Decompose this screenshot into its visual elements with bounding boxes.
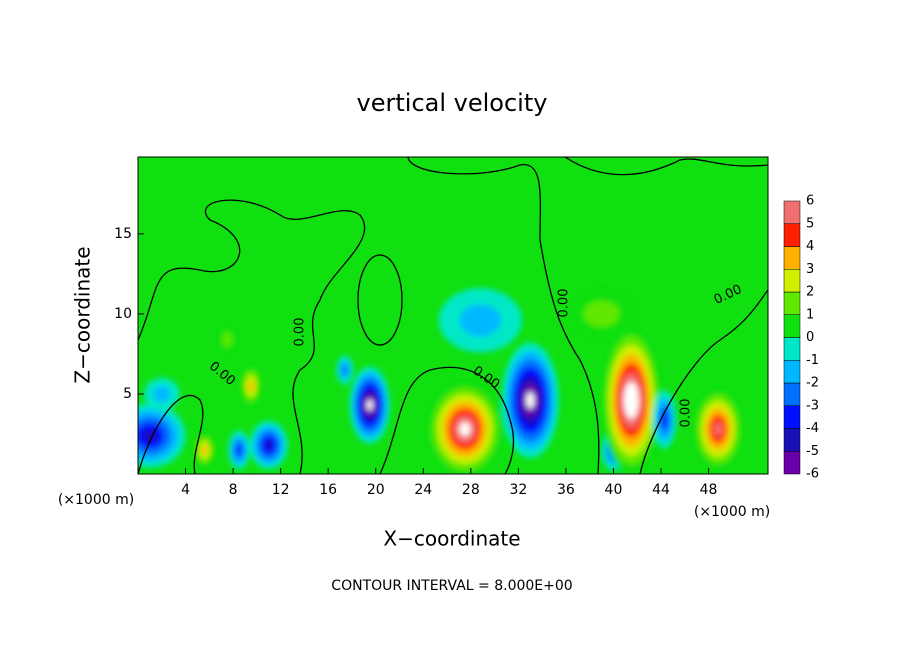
contour-label: 0.00: [557, 289, 572, 318]
field-blob: [201, 445, 208, 455]
x-tick-label: 16: [319, 482, 337, 498]
y-axis-label: Z−coordinate: [71, 246, 95, 383]
field-blobs: [138, 288, 744, 474]
x-tick-label: 4: [181, 482, 190, 498]
contour-line: [138, 394, 204, 474]
field-blob: [526, 392, 535, 409]
x-tick-label: 40: [605, 482, 623, 498]
field-blob: [661, 412, 668, 427]
x-tick-label: 20: [367, 482, 385, 498]
x-tick-label: 48: [700, 482, 718, 498]
field-blob: [459, 304, 502, 337]
field-blob: [264, 440, 273, 450]
x-tick-label: 12: [272, 482, 290, 498]
colorbar: -6 -5 -4 -3 -2 -1 0 1 2 3 4 5 6: [783, 194, 819, 482]
field-blob: [152, 385, 171, 402]
field-blob: [222, 332, 232, 347]
contour-line: [379, 366, 515, 474]
colorbar-swatch: [783, 269, 801, 293]
colorbar-label: 5: [806, 216, 814, 231]
colorbar-swatch: [783, 314, 801, 338]
contours: [138, 157, 768, 474]
colorbar-label: 2: [806, 285, 814, 300]
field: [138, 157, 768, 474]
field-blob: [366, 399, 373, 411]
colorbar-swatch: [783, 382, 801, 406]
contour-line: [407, 157, 600, 474]
colorbar-swatch: [783, 337, 801, 361]
field-blob: [583, 301, 620, 327]
colorbar-label: 4: [806, 239, 814, 254]
x-tick-label: 36: [557, 482, 575, 498]
colorbar-swatch: [783, 200, 801, 224]
chart-title: vertical velocity: [357, 89, 548, 117]
field-blob: [459, 422, 471, 437]
y-tick-label: 15: [114, 226, 132, 242]
contour-line: [639, 289, 768, 474]
colorbar-label: -4: [806, 421, 819, 436]
colorbar-label: -6: [806, 467, 819, 482]
contour-label: 0.00: [679, 399, 694, 428]
field-blob: [713, 422, 723, 437]
footer: CONTOUR INTERVAL = 8.000E+00: [331, 578, 572, 594]
colorbar-swatch: [783, 428, 801, 452]
y-tick-label: 5: [123, 386, 132, 402]
colorbar-label: 1: [806, 307, 814, 322]
field-blob: [248, 380, 254, 392]
plot-frame: [137, 156, 769, 475]
colorbar-label: 0: [806, 330, 814, 345]
colorbar-swatch: [783, 360, 801, 384]
x-tick-label: 8: [229, 482, 238, 498]
x-tick-label: 28: [462, 482, 480, 498]
colorbar-swatch: [783, 291, 801, 315]
colorbar-label: -3: [806, 398, 819, 413]
x-unit-left: (×1000 m): [58, 492, 134, 508]
x-tick-label: 44: [652, 482, 670, 498]
contour-line: [564, 157, 768, 176]
contour-line: [138, 199, 366, 474]
colorbar-swatch: [783, 451, 801, 475]
colorbar-label: -5: [806, 444, 819, 459]
field-blob: [236, 445, 242, 455]
colorbar-label: -2: [806, 376, 819, 391]
colorbar-label: -1: [806, 353, 819, 368]
colorbar-swatch: [783, 223, 801, 247]
colorbar-label: 3: [806, 262, 814, 277]
x-axis-label: X−coordinate: [383, 527, 520, 551]
colorbar-label: 6: [806, 194, 814, 209]
x-unit-right: (×1000 m): [694, 504, 770, 520]
y-tick-label: 10: [114, 306, 132, 322]
field-blob: [627, 391, 636, 410]
field-blob: [342, 365, 348, 375]
x-tick-label: 24: [414, 482, 432, 498]
contour-label: 0.00: [293, 318, 308, 347]
x-tick-label: 32: [509, 482, 527, 498]
contour-line: [357, 254, 403, 346]
colorbar-swatch: [783, 246, 801, 270]
colorbar-swatch: [783, 405, 801, 429]
